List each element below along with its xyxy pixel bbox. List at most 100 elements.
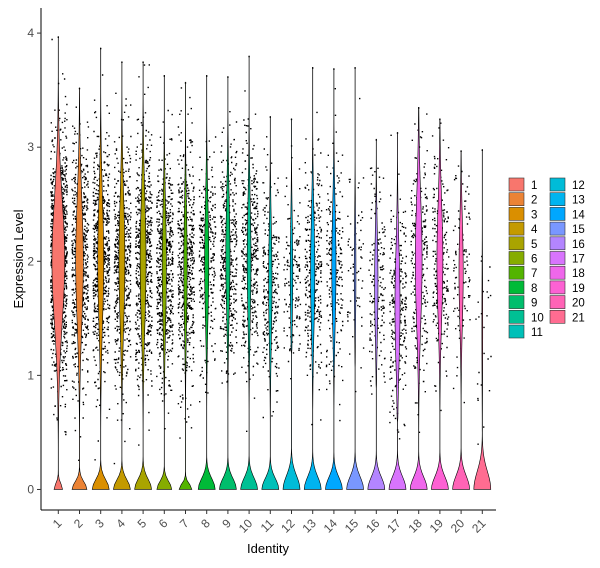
x-tick-label-10: 10 xyxy=(236,516,256,536)
y-tick-label-1: 1 xyxy=(27,368,34,382)
points-21 xyxy=(475,149,492,445)
legend-key-11 xyxy=(508,324,525,339)
legend-key-13 xyxy=(549,192,566,206)
violin-8 xyxy=(197,75,216,490)
x-tick-label-7: 7 xyxy=(177,516,192,531)
violin-18 xyxy=(409,106,428,490)
violin-4 xyxy=(113,61,131,490)
legend-key-15 xyxy=(549,221,566,236)
y-axis-title: Expression Level xyxy=(11,209,26,308)
y-tick-label-4: 4 xyxy=(27,26,34,40)
legend-key-3 xyxy=(508,207,525,221)
legend-key-18 xyxy=(549,265,566,280)
points-19 xyxy=(431,118,450,412)
violin-14 xyxy=(325,68,343,490)
legend-label-8: 8 xyxy=(531,283,537,295)
x-tick-label-1: 1 xyxy=(50,516,65,531)
x-tick-label-15: 15 xyxy=(342,516,362,536)
legend-label-16: 16 xyxy=(572,239,585,251)
legend-label-7: 7 xyxy=(531,268,537,280)
legend-key-7 xyxy=(508,265,525,280)
violin-20 xyxy=(452,150,470,490)
legend-label-17: 17 xyxy=(572,254,585,266)
legend-key-9 xyxy=(508,295,525,309)
legend-key-16 xyxy=(549,236,566,251)
legend-label-20: 20 xyxy=(572,298,585,310)
x-tick-label-21: 21 xyxy=(469,516,489,536)
legend-label-5: 5 xyxy=(531,239,537,251)
points-16 xyxy=(368,139,386,395)
points-5 xyxy=(134,61,153,446)
violin-7 xyxy=(178,81,193,490)
legend-key-6 xyxy=(508,251,525,265)
x-ticks: 1 2 3 4 5 6 7 8 9 10 11 12 13 14 15 16 17 18 19 20 21 xyxy=(50,510,489,536)
violins-layer xyxy=(51,36,492,490)
x-tick-label-11: 11 xyxy=(258,516,277,535)
legend-key-5 xyxy=(508,236,525,251)
legend-key-4 xyxy=(508,221,525,236)
x-tick-label-14: 14 xyxy=(321,516,341,536)
legend-label-10: 10 xyxy=(531,312,544,324)
y-tick-label-2: 2 xyxy=(27,254,34,268)
x-tick-label-6: 6 xyxy=(156,516,171,531)
legend-label-19: 19 xyxy=(572,283,585,295)
violin-2 xyxy=(71,87,88,490)
violin-3 xyxy=(91,47,110,490)
x-tick-label-20: 20 xyxy=(448,516,468,536)
y-tick-label-0: 0 xyxy=(27,482,34,496)
violin-16 xyxy=(367,138,386,490)
x-tick-label-12: 12 xyxy=(278,516,298,536)
violin-19 xyxy=(431,118,449,490)
x-tick-label-17: 17 xyxy=(384,516,404,536)
legend-key-1 xyxy=(508,177,525,192)
legend-label-6: 6 xyxy=(531,254,537,266)
x-tick-label-19: 19 xyxy=(427,516,447,536)
x-tick-label-4: 4 xyxy=(113,516,128,531)
legend-label-3: 3 xyxy=(531,209,537,221)
violin-9 xyxy=(219,76,237,490)
legend-label-13: 13 xyxy=(572,195,585,207)
points-13 xyxy=(304,67,323,426)
legend-key-19 xyxy=(549,280,566,295)
violin-6 xyxy=(156,75,173,490)
legend-label-18: 18 xyxy=(572,268,585,280)
x-tick-label-8: 8 xyxy=(198,516,213,531)
violin-11 xyxy=(261,116,280,490)
violin-12 xyxy=(282,118,301,490)
legend-key-21 xyxy=(549,309,566,324)
violin-5 xyxy=(134,61,152,490)
x-tick-label-2: 2 xyxy=(71,516,86,531)
x-tick-label-5: 5 xyxy=(135,516,150,531)
legend-key-10 xyxy=(508,309,525,324)
points-4 xyxy=(113,61,132,465)
violin-15 xyxy=(346,67,364,490)
legend-label-21: 21 xyxy=(572,312,585,324)
legend-label-1: 1 xyxy=(531,180,537,192)
violin-1 xyxy=(51,36,65,490)
x-tick-label-3: 3 xyxy=(92,516,107,531)
legend-label-11: 11 xyxy=(531,327,543,339)
legend-key-8 xyxy=(508,280,525,295)
legend-label-9: 9 xyxy=(531,298,537,310)
axes-layer xyxy=(40,8,496,511)
legend-label-12: 12 xyxy=(572,180,585,192)
legend-key-14 xyxy=(549,207,566,221)
legend-key-20 xyxy=(549,295,566,309)
violin-17 xyxy=(388,132,407,490)
violin-10 xyxy=(240,55,258,490)
points-15 xyxy=(346,67,365,393)
violin-21 xyxy=(473,149,492,490)
x-axis-title: Identity xyxy=(247,541,289,556)
x-tick-label-13: 13 xyxy=(299,516,319,536)
points-17 xyxy=(389,132,408,440)
points-20 xyxy=(452,150,471,404)
legend-label-2: 2 xyxy=(531,195,537,207)
legend-key-17 xyxy=(549,251,566,265)
legend-key-12 xyxy=(549,177,566,192)
x-tick-label-18: 18 xyxy=(405,516,425,536)
points-10 xyxy=(240,55,259,433)
x-tick-label-9: 9 xyxy=(219,516,234,531)
y-ticks: 0 1 2 3 4 xyxy=(27,26,41,496)
